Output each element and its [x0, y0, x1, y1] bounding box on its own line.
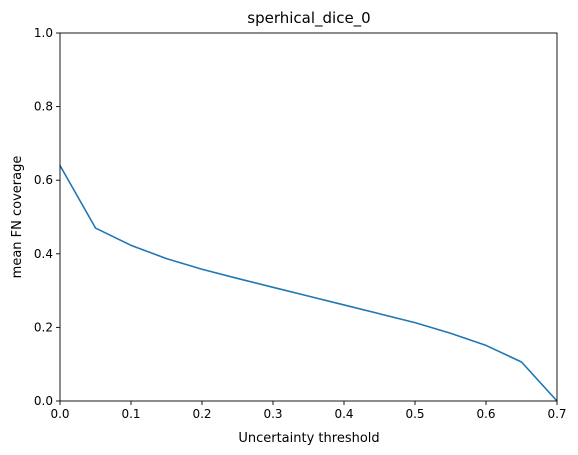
- x-tick-label: 0.3: [263, 407, 282, 421]
- y-tick-label: 0.4: [34, 247, 53, 261]
- x-tick-label: 0.6: [476, 407, 495, 421]
- y-tick-label: 1.0: [34, 26, 53, 40]
- x-tick-label: 0.0: [50, 407, 69, 421]
- y-tick-label: 0.2: [34, 320, 53, 334]
- y-tick-label: 0.0: [34, 394, 53, 408]
- series-line-0: [59, 165, 558, 402]
- y-axis-label: mean FN coverage: [10, 156, 25, 279]
- y-tick-label: 0.6: [34, 173, 53, 187]
- x-axis-label: Uncertainty threshold: [238, 431, 379, 446]
- plot-frame: [59, 32, 558, 402]
- x-tick-label: 0.7: [547, 407, 566, 421]
- x-tick-label: 0.1: [121, 407, 140, 421]
- y-tick-label: 0.8: [34, 100, 53, 114]
- x-tick-label: 0.2: [192, 407, 211, 421]
- plot-area: 0.0 0.1 0.2 0.3 0.4 0.5 0.6 0.7 0.0 0.2 0.4 0.6 0.8 1…: [34, 26, 567, 421]
- x-tick-label: 0.4: [334, 407, 353, 421]
- x-tick-label: 0.5: [405, 407, 424, 421]
- chart-title: sperhical_dice_0: [247, 9, 370, 28]
